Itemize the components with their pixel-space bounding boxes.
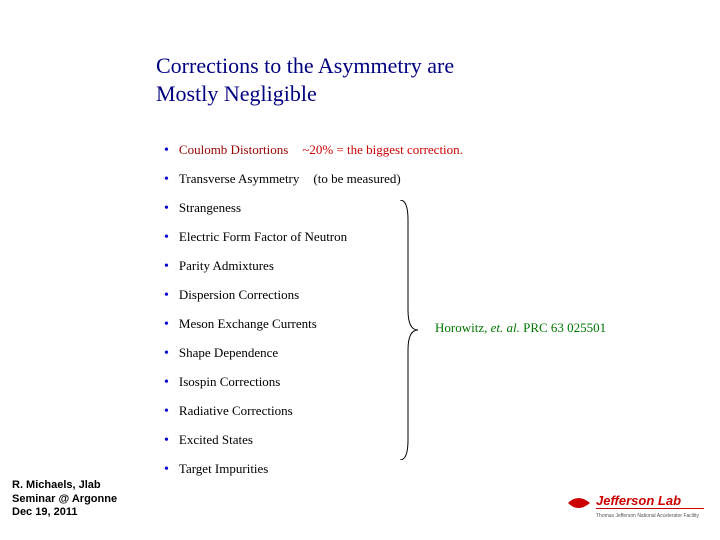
- title-line2: Mostly Negligible: [156, 81, 317, 106]
- bullet-text: Dispersion Corrections: [179, 287, 299, 303]
- bullet-icon: •: [164, 375, 169, 391]
- bullet-text: Radiative Corrections: [179, 403, 293, 419]
- citation-text: Horowitz, et. al. PRC 63 025501: [435, 320, 606, 336]
- bullet-icon: •: [164, 462, 169, 478]
- bullet-text: Target Impurities: [179, 461, 268, 477]
- bullet-text: Isospin Corrections: [179, 374, 280, 390]
- bullet-text: Transverse Asymmetry: [179, 171, 300, 187]
- bullet-text: Parity Admixtures: [179, 258, 274, 274]
- citation-etal: et. al.: [491, 320, 520, 335]
- bullet-icon: •: [164, 288, 169, 304]
- bullet-icon: •: [164, 201, 169, 217]
- bullet-text: Coulomb Distortions: [179, 142, 288, 158]
- bullet-icon: •: [164, 404, 169, 420]
- footer-line3: Dec 19, 2011: [12, 506, 77, 518]
- bullet-icon: •: [164, 143, 169, 159]
- bullet-text: Electric Form Factor of Neutron: [179, 229, 347, 245]
- list-item: • Transverse Asymmetry (to be measured): [164, 171, 463, 188]
- title-line1: Corrections to the Asymmetry are: [156, 53, 454, 78]
- citation-ref: PRC 63 025501: [520, 320, 606, 335]
- bullet-note: (to be measured): [313, 171, 400, 187]
- bullet-text: Strangeness: [179, 200, 241, 216]
- bullet-icon: •: [164, 230, 169, 246]
- bullet-icon: •: [164, 317, 169, 333]
- footer-author: R. Michaels, Jlab Seminar @ Argonne Dec …: [12, 479, 117, 520]
- bullet-icon: •: [164, 259, 169, 275]
- bullet-icon: •: [164, 346, 169, 362]
- list-item: • Target Impurities: [164, 461, 463, 478]
- jefferson-lab-logo: Jefferson Lab Thomas Jefferson National …: [566, 489, 706, 526]
- bullet-note: ~20% = the biggest correction.: [302, 142, 463, 158]
- svg-text:Thomas Jefferson National Acce: Thomas Jefferson National Accelerator Fa…: [596, 513, 700, 519]
- bullet-text: Meson Exchange Currents: [179, 316, 317, 332]
- curly-brace-icon: [396, 200, 420, 460]
- footer-line2: Seminar @ Argonne: [12, 493, 117, 505]
- bullet-text: Shape Dependence: [179, 345, 278, 361]
- svg-text:Jefferson Lab: Jefferson Lab: [596, 493, 681, 508]
- slide-title: Corrections to the Asymmetry are Mostly …: [156, 52, 556, 107]
- bullet-icon: •: [164, 433, 169, 449]
- footer-line1: R. Michaels, Jlab: [12, 479, 101, 491]
- bullet-icon: •: [164, 172, 169, 188]
- citation-authors: Horowitz,: [435, 320, 491, 335]
- list-item: • Coulomb Distortions ~20% = the biggest…: [164, 142, 463, 159]
- bullet-text: Excited States: [179, 432, 253, 448]
